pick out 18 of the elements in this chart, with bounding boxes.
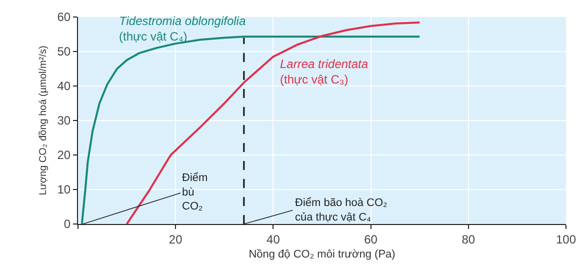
y-axis-title: Lượng CO₂ đồng hoá (µmol/m²/s) — [38, 46, 50, 196]
y-tick-label: 20 — [57, 148, 71, 162]
annotation: Điểm bù CO₂ — [182, 172, 208, 213]
y-tick-label: 50 — [57, 44, 71, 59]
annotation: Điểm bão hoà CO₂ của thực vật C₄ — [295, 197, 388, 224]
x-tick-label: 60 — [364, 232, 378, 246]
y-tick-label: 30 — [57, 114, 71, 128]
series-label: Larrea tridentata (thực vật C₃) — [280, 57, 368, 87]
x-axis-title: Nồng độ CO₂ môi trường (Pa) — [248, 248, 396, 261]
y-tick-label: 10 — [57, 182, 71, 197]
x-tick-label: 100 — [556, 232, 576, 246]
y-tick-label: 40 — [57, 79, 71, 94]
x-tick-label: 40 — [266, 232, 280, 246]
y-tick-label: 60 — [57, 10, 71, 24]
y-tick-label: 0 — [64, 217, 71, 232]
series-label: Tidestromia oblongifolia (thực vật C₄) — [119, 14, 246, 44]
x-tick-label: 80 — [462, 232, 476, 246]
x-tick-label: 20 — [168, 232, 183, 246]
